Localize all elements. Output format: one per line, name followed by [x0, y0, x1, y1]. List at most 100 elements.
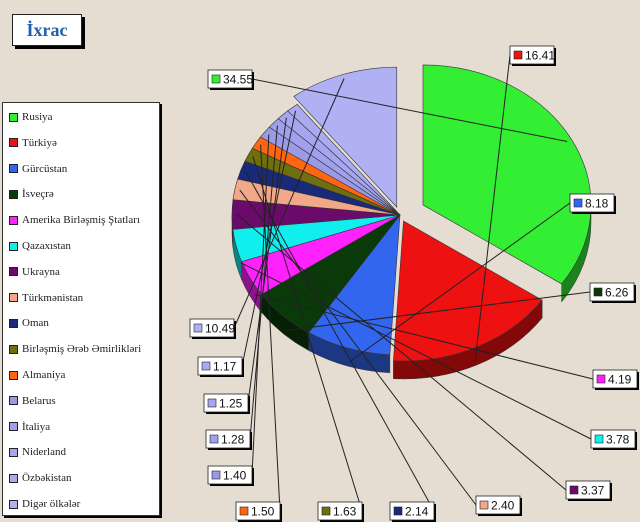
data-labels: 34.55 16.41 8.18 6.26 4.19 3.78 3.37 2.40 2.14 1.…: [189, 45, 639, 522]
data-label-text: 1.28: [221, 433, 245, 447]
leader-line: [251, 78, 568, 143]
data-label-text: 3.37: [581, 484, 605, 498]
label-swatch: [573, 198, 583, 208]
label-swatch: [321, 506, 331, 516]
data-label: 8.18: [569, 193, 616, 214]
data-label-text: 34.55: [223, 73, 253, 87]
data-label: 1.63: [317, 501, 364, 522]
label-swatch: [594, 434, 604, 444]
legend-swatch: [9, 293, 18, 303]
label-swatch: [201, 361, 211, 371]
legend-label: Özbəkistan: [22, 472, 72, 485]
legend-item: Oman: [9, 317, 49, 329]
legend-item: Amerika Birləşmiş Ştatları: [9, 214, 140, 226]
legend: Rusiya Türkiyə Gürcüstan İsveçrə Amerika Bir…: [2, 102, 160, 516]
legend-item: Qazaxıstan: [9, 240, 71, 252]
legend-swatch: [9, 267, 18, 277]
legend-label: Türkmənistan: [22, 291, 84, 304]
data-label: 2.40: [475, 495, 522, 516]
legend-swatch: [9, 318, 18, 328]
data-label-text: 1.50: [251, 505, 275, 519]
leader-line: [474, 54, 511, 362]
legend-swatch: [9, 396, 18, 406]
legend-item: İsveçrə: [9, 188, 54, 200]
data-label-text: 8.18: [585, 197, 609, 211]
label-swatch: [239, 506, 249, 516]
legend-swatch: [9, 215, 18, 225]
legend-label: Almaniya: [22, 369, 66, 381]
legend-label: Oman: [22, 317, 49, 330]
legend-item: Rusiya: [9, 111, 53, 123]
legend-item: Türkmənistan: [9, 292, 83, 304]
legend-swatch: [9, 138, 18, 148]
leader-line: [240, 262, 592, 440]
pie-slice: [393, 220, 543, 362]
label-swatch: [513, 50, 523, 60]
legend-label: Ukrayna: [22, 265, 60, 278]
data-label: 1.25: [203, 393, 250, 414]
legend-swatch: [9, 344, 18, 354]
data-label: 6.26: [589, 282, 636, 303]
leader-line: [254, 294, 594, 380]
legend-swatch: [9, 241, 18, 251]
legend-swatch: [9, 370, 18, 380]
data-label-text: 1.17: [213, 360, 237, 374]
pie-slice: [287, 103, 401, 216]
legend-item: Niderland: [9, 446, 66, 458]
data-label-text: 3.78: [606, 433, 630, 447]
legend-swatch: [9, 473, 18, 483]
label-swatch: [569, 485, 579, 495]
legend-label: Niderland: [22, 446, 66, 459]
legend-label: İsveçrə: [22, 188, 54, 201]
data-label: 3.37: [565, 480, 612, 501]
legend-swatch: [9, 164, 18, 174]
leader-line: [260, 144, 281, 512]
data-label-text: 1.40: [223, 469, 247, 483]
leader-line: [252, 156, 363, 512]
data-label: 1.50: [235, 501, 282, 522]
label-swatch: [211, 74, 221, 84]
data-label-text: 4.19: [608, 373, 632, 387]
legend-item: İtaliya: [9, 421, 50, 433]
legend-label: Amerika Birləşmiş Ştatları: [22, 214, 140, 227]
legend-label: Qazaxıstan: [22, 240, 71, 252]
legend-label: Birləşmiş Ərəb Əmirlikləri: [22, 343, 142, 356]
label-swatch: [211, 470, 221, 480]
leader-line: [251, 134, 270, 476]
data-label: 1.40: [207, 465, 254, 486]
data-label-text: 2.14: [405, 505, 429, 519]
legend-item: Belarus: [9, 395, 56, 407]
leader-line: [236, 214, 567, 491]
label-swatch: [393, 506, 403, 516]
data-label: 10.49: [189, 318, 236, 339]
legend-item: Türkiyə: [9, 137, 57, 149]
data-label: 1.17: [197, 356, 244, 377]
legend-item: Digər ölkələr: [9, 498, 80, 510]
label-swatch: [209, 434, 219, 444]
legend-swatch: [9, 422, 18, 432]
legend-item: Birləşmiş Ərəb Əmirlikləri: [9, 343, 141, 355]
data-label: 34.55: [207, 69, 254, 90]
legend-swatch: [9, 499, 18, 509]
legend-swatch: [9, 447, 18, 457]
data-label: 4.19: [592, 369, 639, 390]
data-label-text: 1.63: [333, 505, 357, 519]
legend-item: Ukrayna: [9, 266, 60, 278]
data-label-text: 1.25: [219, 397, 243, 411]
legend-swatch: [9, 189, 18, 199]
data-label-text: 16.41: [525, 49, 555, 63]
leader-line: [286, 291, 591, 331]
data-label: 16.41: [509, 45, 556, 66]
label-swatch: [593, 287, 603, 297]
pie-slice: [422, 64, 592, 285]
data-label-text: 10.49: [205, 322, 235, 336]
leader-line: [233, 78, 345, 329]
leader-line: [241, 110, 297, 367]
chart-title: İxrac: [12, 14, 82, 46]
label-swatch: [596, 374, 606, 384]
legend-swatch: [9, 112, 18, 122]
legend-item: Gürcüstan: [9, 163, 67, 175]
leader-lines: [233, 54, 594, 512]
data-label: 3.78: [590, 429, 637, 450]
